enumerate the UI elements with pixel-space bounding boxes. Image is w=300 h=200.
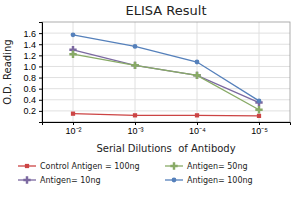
series-point — [257, 98, 262, 103]
legend-item: Control Antigen = 100ng — [18, 162, 140, 171]
legend-marker — [23, 176, 30, 183]
series-point — [131, 62, 138, 69]
y-tick: 1.0 — [23, 62, 42, 72]
series-point — [193, 72, 200, 79]
legend-item: Antigen= 10ng — [18, 176, 101, 185]
x-tick: 10⁻⁵ — [251, 122, 268, 136]
y-tick-mark — [39, 78, 42, 79]
y-tick: 0.8 — [23, 73, 42, 83]
series-point — [195, 60, 200, 65]
y-tick: 0.4 — [23, 95, 42, 105]
plot-frame — [42, 22, 290, 122]
y-tick-mark — [39, 55, 42, 56]
series-line — [73, 114, 259, 116]
x-tick-mark — [197, 122, 198, 125]
x-axis-title: Serial Dilutions of Antibody — [96, 143, 235, 154]
grid-line — [42, 77, 290, 78]
marks — [69, 32, 262, 118]
y-tick-mark — [39, 89, 42, 90]
y-tick: 1.4 — [23, 40, 42, 50]
title: ELISA Result — [126, 3, 207, 18]
legend-marker — [170, 162, 177, 169]
y-tick-label: 0.8 — [23, 73, 36, 83]
grid-line — [42, 66, 290, 67]
x-tick-mark — [135, 122, 136, 125]
series-point — [195, 113, 199, 117]
series-point — [133, 113, 137, 117]
y-tick-mark — [39, 111, 42, 112]
series-point — [131, 62, 138, 69]
legend-label: Antigen= 100ng — [187, 176, 253, 185]
series-line — [73, 35, 259, 101]
legend-marker — [172, 178, 177, 183]
legend-marker — [25, 164, 29, 168]
grid-line — [42, 44, 290, 45]
legend-item: Antigen= 50ng — [165, 162, 248, 171]
x-axis-line — [43, 123, 291, 126]
y-tick-mark — [39, 44, 42, 45]
grid-line — [135, 22, 136, 122]
x-tick: 10⁻² — [65, 122, 81, 136]
series-point — [133, 44, 138, 49]
y-axis: 0.20.40.60.81.01.21.4 1.6 — [23, 23, 42, 123]
y-tick-label: 1.2 — [23, 51, 36, 61]
chart: 0.20.40.60.81.01.21.4 1.6 10⁻² 10⁻³ 10⁻⁴ 10⁻⁵… — [0, 0, 300, 200]
y-tick-mark — [39, 100, 42, 101]
y-tick: 0.6 — [23, 84, 42, 94]
x-tick: 10⁻³ — [127, 122, 143, 136]
grid — [42, 22, 290, 122]
legend-item: Antigen= 100ng — [165, 176, 253, 185]
x-axis: 10⁻² 10⁻³ 10⁻⁴ 10⁻⁵ — [43, 122, 291, 136]
series-point — [71, 32, 76, 37]
y-tick: 1.2 — [23, 51, 42, 61]
plot: 0.20.40.60.81.01.21.4 1.6 10⁻² 10⁻³ 10⁻⁴ 10⁻⁵ — [23, 22, 290, 136]
x-tick-label: 10⁻³ — [127, 126, 143, 136]
x-tick-label: 10⁻⁵ — [251, 126, 268, 136]
x-tick-label: 10⁻² — [65, 126, 81, 136]
y-axis-line — [39, 23, 43, 123]
y-tick-label: 1.0 — [23, 62, 36, 72]
y-tick: 1.6 — [23, 28, 42, 38]
legend-label: Control Antigen = 100ng — [40, 162, 140, 171]
y-tick-label: 0.6 — [23, 84, 36, 94]
legend: Control Antigen = 100ng Antigen= 10ng Anti… — [18, 162, 253, 185]
y-tick-label: 0.4 — [23, 95, 36, 105]
legend-label: Antigen= 10ng — [40, 176, 101, 185]
legend-label: Antigen= 50ng — [187, 162, 248, 171]
x-tick-label: 10⁻⁴ — [189, 126, 206, 136]
y-tick-mark — [39, 33, 42, 34]
y-tick-label: 1.4 — [23, 40, 36, 50]
grid-line — [42, 110, 290, 111]
y-tick: 0.2 — [23, 106, 42, 116]
series-point — [69, 51, 76, 58]
series-line — [73, 54, 259, 110]
series-point — [71, 112, 75, 116]
x-tick-mark — [259, 122, 260, 125]
grid-line — [42, 88, 290, 89]
x-tick: 10⁻⁴ — [189, 122, 206, 136]
grid-line — [42, 33, 290, 34]
y-tick-mark — [39, 66, 42, 67]
x-tick-mark — [73, 122, 74, 125]
series-point — [193, 72, 200, 79]
y-tick-label: 0.2 — [23, 106, 36, 116]
series-point — [255, 106, 262, 113]
y-tick-label: 1.6 — [23, 28, 36, 38]
y-axis-title: O.D. Reading — [2, 39, 13, 104]
series-point — [257, 114, 261, 118]
